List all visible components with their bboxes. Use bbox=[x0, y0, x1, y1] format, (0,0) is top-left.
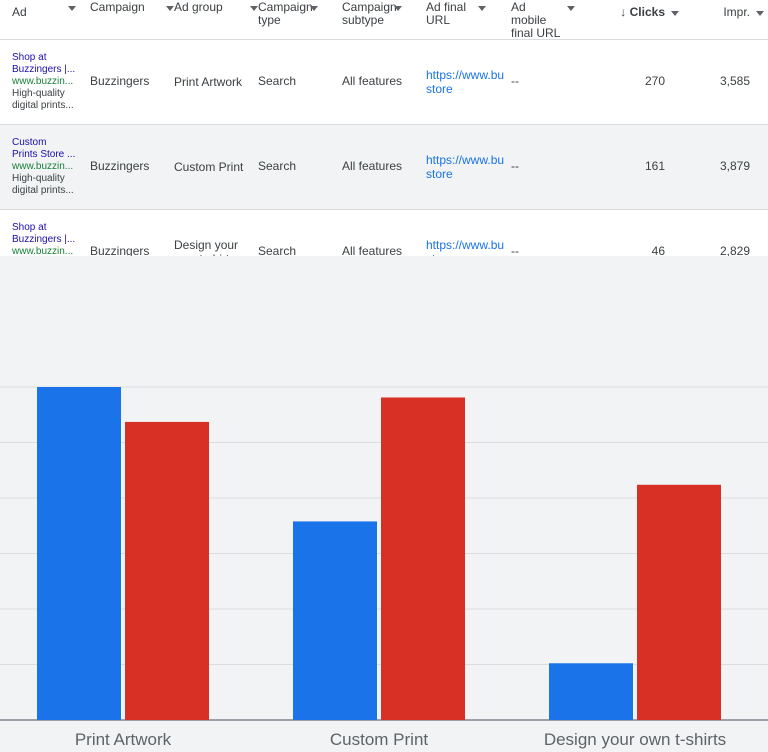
ad-title[interactable]: Buzzingers |... bbox=[12, 234, 76, 245]
header-text: Campaign bbox=[90, 0, 145, 14]
ad-title[interactable]: Custom bbox=[12, 137, 47, 148]
dropdown-icon bbox=[166, 6, 174, 11]
table-header: Ad Campaign Ad group Campaign type Campaign … bbox=[0, 0, 768, 40]
campaign-type: Search bbox=[258, 74, 297, 88]
clicks: 161 bbox=[644, 159, 665, 173]
x-tick-label: Custom Print bbox=[330, 730, 429, 749]
bar bbox=[37, 387, 121, 720]
header-text: Ad group bbox=[174, 0, 223, 14]
campaign-subtype: All features bbox=[342, 159, 403, 173]
column-header[interactable]: Campaign type bbox=[258, 1, 330, 27]
ad-description: digital prints... bbox=[12, 185, 74, 196]
mobile-url: -- bbox=[511, 74, 519, 88]
table: Ad Campaign Ad group Campaign type Campaign … bbox=[0, 0, 768, 256]
impressions: 2,829 bbox=[719, 244, 750, 257]
ad-description: High-quality bbox=[12, 173, 65, 184]
column-header[interactable]: Ad bbox=[12, 1, 88, 19]
ad-title[interactable]: Shop at bbox=[12, 52, 47, 63]
header-text: Ad final URL bbox=[426, 0, 467, 27]
url-line: https://www.bu bbox=[426, 238, 504, 252]
url-line: https://www.bu bbox=[426, 153, 504, 167]
dropdown-icon bbox=[310, 6, 318, 11]
url-line: store bbox=[426, 82, 453, 96]
campaign-type: Search bbox=[258, 159, 297, 173]
bar bbox=[549, 663, 633, 720]
campaign-subtype: All features bbox=[342, 244, 403, 257]
dropdown-icon bbox=[394, 6, 402, 11]
column-header[interactable]: Campaign subtype bbox=[342, 1, 414, 27]
ad-title[interactable]: Shop at bbox=[12, 222, 47, 233]
column-header[interactable]: Ad mobile final URL bbox=[511, 1, 587, 40]
impressions: 3,879 bbox=[719, 159, 750, 173]
sort-arrow: ↓ bbox=[620, 5, 630, 19]
column-header[interactable]: Ad final URL bbox=[426, 1, 498, 27]
table-row: Custom Prints Store ... www.buzzin... High-… bbox=[0, 125, 768, 210]
table-row: Shop at Buzzingers |... www.buzzin... High-… bbox=[0, 40, 768, 125]
dropdown-icon bbox=[567, 6, 575, 11]
ad-title[interactable]: Prints Store ... bbox=[12, 149, 76, 160]
clicks: 270 bbox=[644, 74, 665, 88]
url-line: https://www.bu bbox=[426, 68, 504, 82]
ad-url: www.buzzin... bbox=[12, 76, 74, 87]
mobile-url: -- bbox=[511, 244, 519, 257]
x-tick-label: Design your own t-shirts bbox=[544, 730, 726, 749]
bar bbox=[125, 421, 209, 720]
ad-description: digital prints... bbox=[12, 100, 74, 111]
ad-title[interactable]: Buzzingers |... bbox=[12, 64, 76, 75]
clicks: 46 bbox=[651, 244, 665, 257]
column-header[interactable]: Impr. bbox=[670, 6, 764, 19]
bar bbox=[293, 521, 377, 720]
bar bbox=[381, 397, 465, 720]
campaign[interactable]: Buzzingers bbox=[90, 159, 150, 173]
url-line: store bbox=[426, 252, 504, 256]
ad-cell: Shop at Buzzingers |... www.buzzin... bbox=[12, 222, 78, 256]
ad-group[interactable]: Custom Print bbox=[174, 160, 244, 174]
column-header[interactable]: ↓ Clicks bbox=[585, 6, 679, 19]
campaign[interactable]: Buzzingers bbox=[90, 244, 150, 257]
ad-url: www.buzzin... bbox=[12, 246, 74, 256]
ad-cell: Shop at Buzzingers |... www.buzzin... High-… bbox=[12, 52, 78, 112]
table-row: Shop at Buzzingers |... www.buzzin... Buzzi… bbox=[0, 210, 768, 256]
mobile-url: -- bbox=[511, 159, 519, 173]
impressions: 3,585 bbox=[719, 74, 750, 88]
campaign-subtype: All features bbox=[342, 74, 403, 88]
dropdown-icon bbox=[671, 11, 679, 16]
campaign[interactable]: Buzzingers bbox=[90, 74, 150, 88]
header-text: Campaign type bbox=[258, 0, 313, 27]
ad-cell: Custom Prints Store ... www.buzzin... High-… bbox=[12, 137, 78, 197]
dropdown-icon bbox=[478, 6, 486, 11]
chart: Print Artwork Custom Print Design your own… bbox=[0, 256, 768, 752]
column-header[interactable]: Campaign bbox=[90, 1, 186, 14]
header-text: Campaign subtype bbox=[342, 0, 397, 27]
ad-url: www.buzzin... bbox=[12, 161, 74, 172]
ad-description: High-quality bbox=[12, 88, 65, 99]
header-text: Impr. bbox=[723, 5, 750, 19]
header-text: Ad mobile final URL bbox=[511, 0, 561, 40]
header-text: Clicks bbox=[629, 5, 665, 19]
bar bbox=[637, 484, 721, 720]
dropdown-icon bbox=[250, 6, 258, 11]
dropdown-icon bbox=[756, 11, 764, 16]
url-line: store bbox=[426, 167, 453, 181]
dropdown-icon bbox=[68, 6, 76, 11]
header-text: Ad bbox=[12, 5, 27, 19]
ad-group[interactable]: Design your own t-shirts bbox=[174, 238, 239, 256]
x-tick-label: Print Artwork bbox=[75, 730, 172, 749]
ad-group[interactable]: Print Artwork bbox=[174, 75, 243, 89]
column-header[interactable]: Ad group bbox=[174, 1, 270, 14]
campaign-type: Search bbox=[258, 244, 297, 257]
